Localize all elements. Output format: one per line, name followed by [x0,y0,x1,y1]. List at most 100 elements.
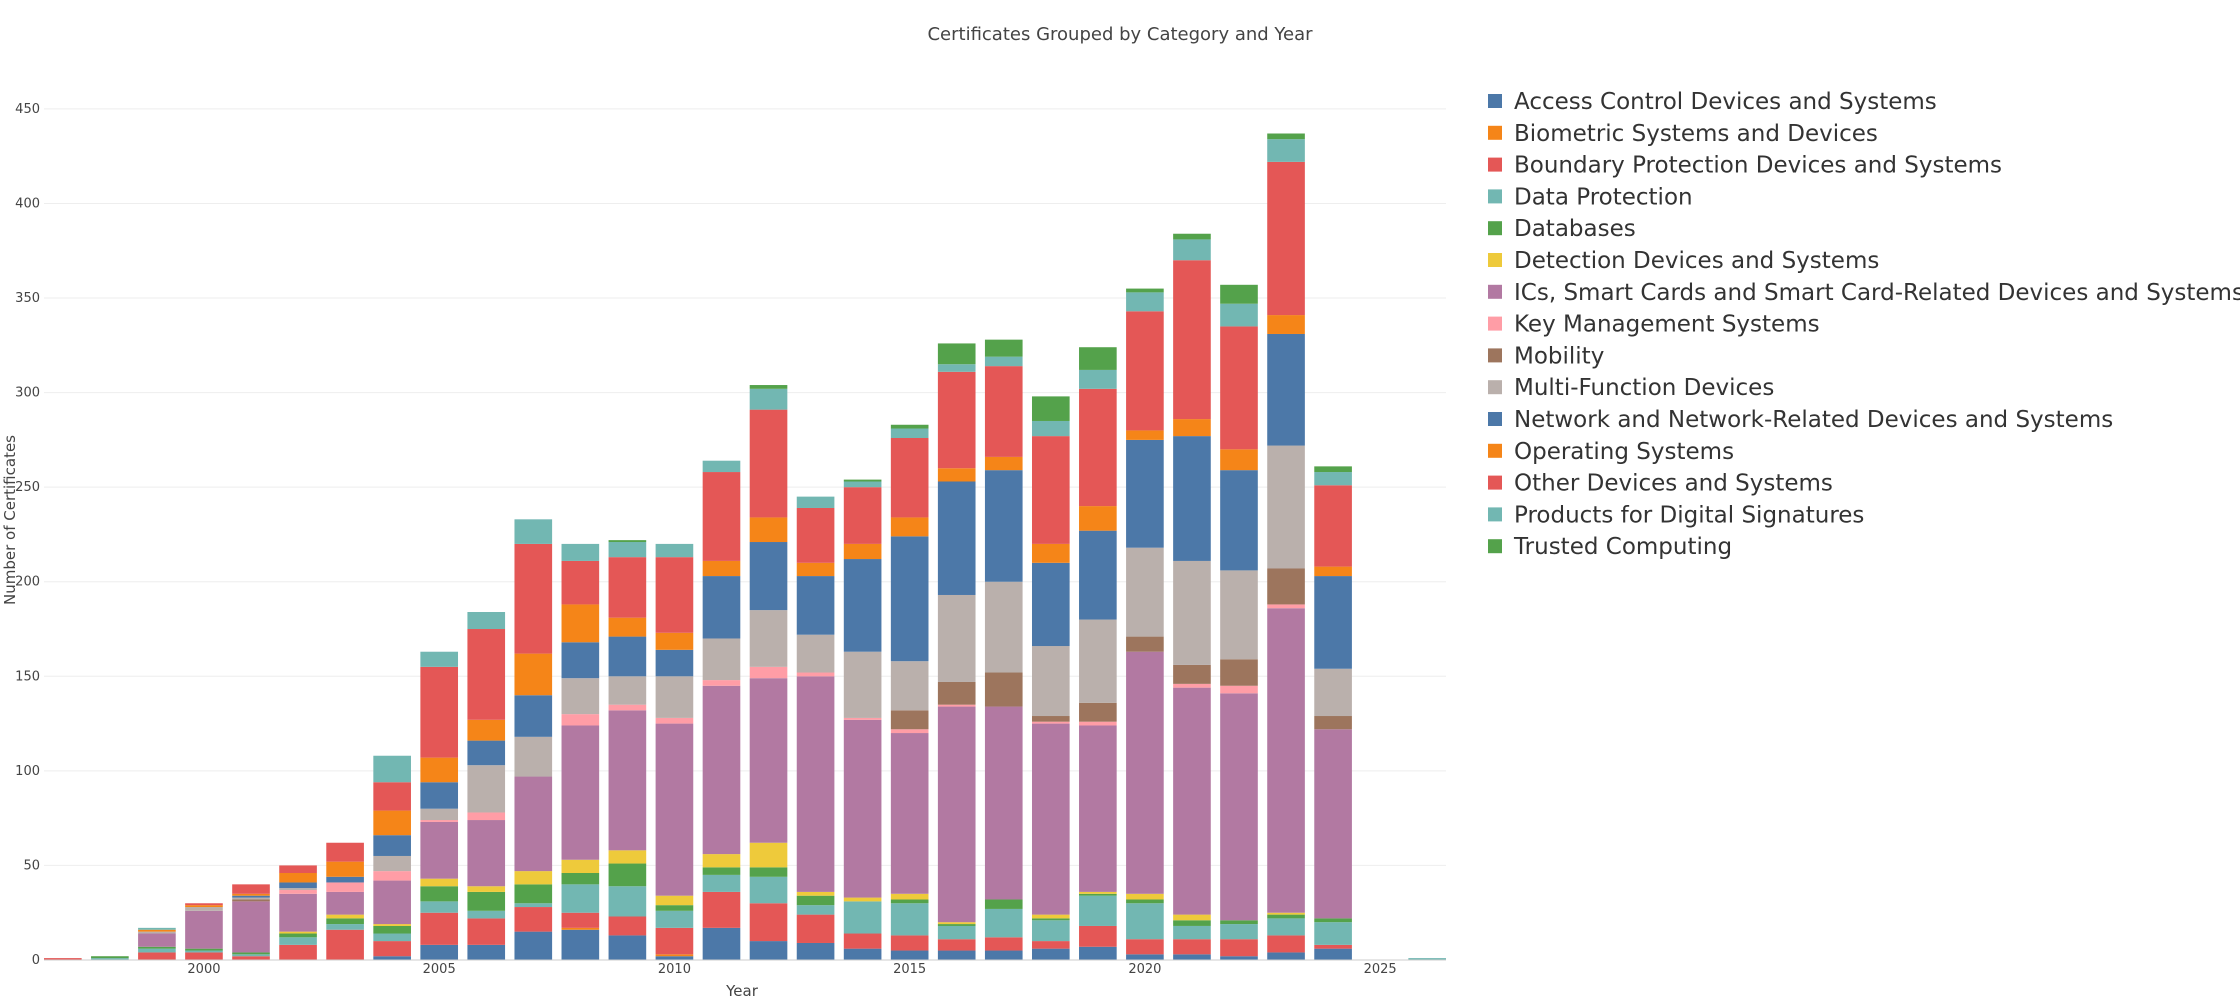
y-tick-label: 300 [15,386,40,401]
bar-segment [702,560,741,577]
y-tick-label: 150 [15,669,40,684]
bar-segment [1031,646,1070,717]
bar-segment [608,704,647,711]
bar-segment [749,542,788,611]
bar-segment [1267,161,1305,316]
bar-segment [420,912,459,945]
bar-segment [1173,664,1211,684]
bar-segment [326,929,364,960]
bar-segment [1314,918,1352,923]
bar-segment [843,559,882,652]
bar-segment [1031,721,1070,724]
bar-segment [843,933,882,949]
bar-segment [702,927,741,960]
bar-segment [1220,449,1258,471]
bar-segment [467,918,506,945]
bar-segment [1031,716,1070,722]
bar-segment [1220,659,1258,686]
y-tick-label: 100 [15,764,40,779]
bar-segment [1220,920,1258,925]
legend-item[interactable]: Access Control Devices and Systems [1488,89,1937,115]
legend-swatch [1488,475,1502,490]
bar-segment [138,952,176,960]
y-axis-label: Number of Certificates [1,435,19,605]
bar-segment [984,899,1023,909]
bar-segment [279,873,317,883]
y-tick-label: 50 [23,858,40,873]
legend-item[interactable]: Multi-Function Devices [1488,375,1774,401]
bar-segment [467,944,506,960]
legend-item[interactable]: Key Management Systems [1488,312,1820,338]
bar-segment [890,517,929,537]
legend-item[interactable]: ICs, Smart Cards and Smart Card-Related … [1488,280,2240,306]
bar-segment [890,893,929,900]
bar-segment [608,557,647,618]
bar-segment [1126,430,1164,440]
bar-segment [467,740,506,766]
legend-item[interactable]: Trusted Computing [1488,534,1732,560]
bar-segment [843,897,882,902]
legend-item[interactable]: Detection Devices and Systems [1488,248,1879,274]
bar-segment [749,876,788,904]
bar-segment [1126,903,1164,940]
bar-segment [608,542,647,558]
legend-item[interactable]: Other Devices and Systems [1488,471,1833,497]
bar-segment [561,929,600,960]
bar-segment [185,907,223,911]
legend-item[interactable]: Databases [1488,216,1636,242]
bar-segment [326,914,364,919]
bar-segment [420,666,459,758]
x-tick-label: 2010 [658,962,691,977]
bar-segment [1126,636,1164,652]
bar-segment [984,456,1023,471]
bar-segment [1031,920,1070,942]
legend-label: Trusted Computing [1513,534,1732,560]
bar-segment [1079,893,1117,896]
bar-segment [655,905,694,911]
y-tick-label: 0 [32,953,40,968]
bar-segment [1079,891,1117,894]
bar-segment [843,901,882,934]
legend-item[interactable]: Boundary Protection Devices and Systems [1488,153,2002,179]
legend-label: Multi-Function Devices [1514,375,1774,401]
bar-segment [138,931,176,934]
legend-item[interactable]: Products for Digital Signatures [1488,502,1864,528]
bar-segment [373,956,411,960]
bar-segment [702,874,741,892]
bar-segment [1267,604,1305,609]
bar-segment [984,950,1023,960]
legend-item[interactable]: Operating Systems [1488,439,1734,465]
bar-segment [232,954,270,957]
y-tick-label: 400 [15,196,40,211]
bar-segment [467,910,506,919]
bar-segment [1079,530,1117,620]
bar-segment [1314,716,1352,730]
bar-segment [420,808,459,821]
bar-segment [232,895,270,898]
bar-segment [326,842,364,862]
legend-item[interactable]: Biometric Systems and Devices [1488,121,1878,147]
bar-segment [138,948,176,953]
bar-segment [655,632,694,650]
bar-segment [1079,388,1117,507]
legend-item[interactable]: Data Protection [1488,184,1693,210]
bar-segment [1031,420,1070,437]
bar-segment [1079,721,1117,726]
bar-segment [937,706,976,923]
bar-segment [373,941,411,957]
bar-segment [1173,920,1211,926]
bar-segment [561,884,600,913]
bar-segment [749,388,788,410]
legend-item[interactable]: Network and Network-Related Devices and … [1488,407,2113,433]
bar-segment [1173,914,1211,921]
x-tick-label: 2000 [187,962,220,977]
bar-segment [1079,347,1117,370]
bar-segment [561,543,600,561]
bar-segment [1126,292,1164,312]
legend-item[interactable]: Mobility [1488,343,1604,369]
bar-segment [984,356,1023,367]
bar-segment [326,861,364,877]
bar-segment [843,543,882,560]
bar-segment [326,876,364,883]
bar-segment [796,895,835,906]
